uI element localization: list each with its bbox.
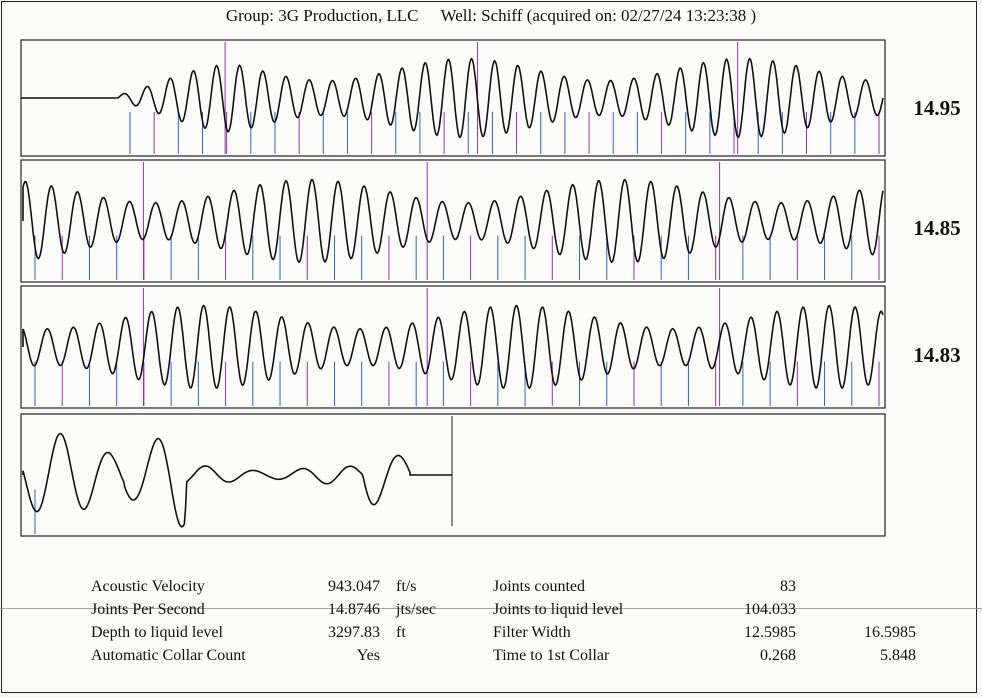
stat-label: Depth to liquid level (91, 623, 223, 642)
stat-value: 104.033 (700, 600, 796, 619)
trace-value-2: 14.85 (900, 216, 974, 241)
stat-label: Time to 1st Collar (493, 646, 609, 665)
stat-label: Joints to liquid level (493, 600, 623, 619)
waveform-line (21, 59, 883, 138)
trace-value-3: 14.83 (900, 343, 974, 368)
stat-extra: 5.848 (820, 646, 916, 665)
waveform-line (23, 434, 452, 527)
stat-label: Joints Per Second (91, 600, 205, 619)
waveform-line (23, 306, 883, 389)
stat-value: 943.047 (280, 577, 380, 596)
stat-value: 0.268 (700, 646, 796, 665)
stat-label: Acoustic Velocity (91, 577, 205, 596)
stat-value: Yes (280, 646, 380, 665)
stat-unit: ft (396, 623, 406, 642)
stat-value: 3297.83 (280, 623, 380, 642)
stats-table: Acoustic Velocity 943.047 ft/s Joints Pe… (0, 572, 982, 672)
stat-unit: jts/sec (396, 600, 436, 619)
stat-label: Automatic Collar Count (91, 646, 246, 665)
stat-value: 12.5985 (700, 623, 796, 642)
trace-panel (21, 286, 885, 408)
trace-panel (21, 414, 885, 536)
acoustic-trace-chart (0, 0, 982, 560)
stat-value: 14.8746 (280, 600, 380, 619)
stat-value: 83 (700, 577, 796, 596)
trace-panel (21, 160, 885, 282)
waveform-line (23, 180, 883, 263)
stat-unit: ft/s (396, 577, 416, 596)
stat-label: Filter Width (493, 623, 571, 642)
trace-value-1: 14.95 (900, 96, 974, 121)
stat-label: Joints counted (493, 577, 585, 596)
stat-extra: 16.5985 (820, 623, 916, 642)
